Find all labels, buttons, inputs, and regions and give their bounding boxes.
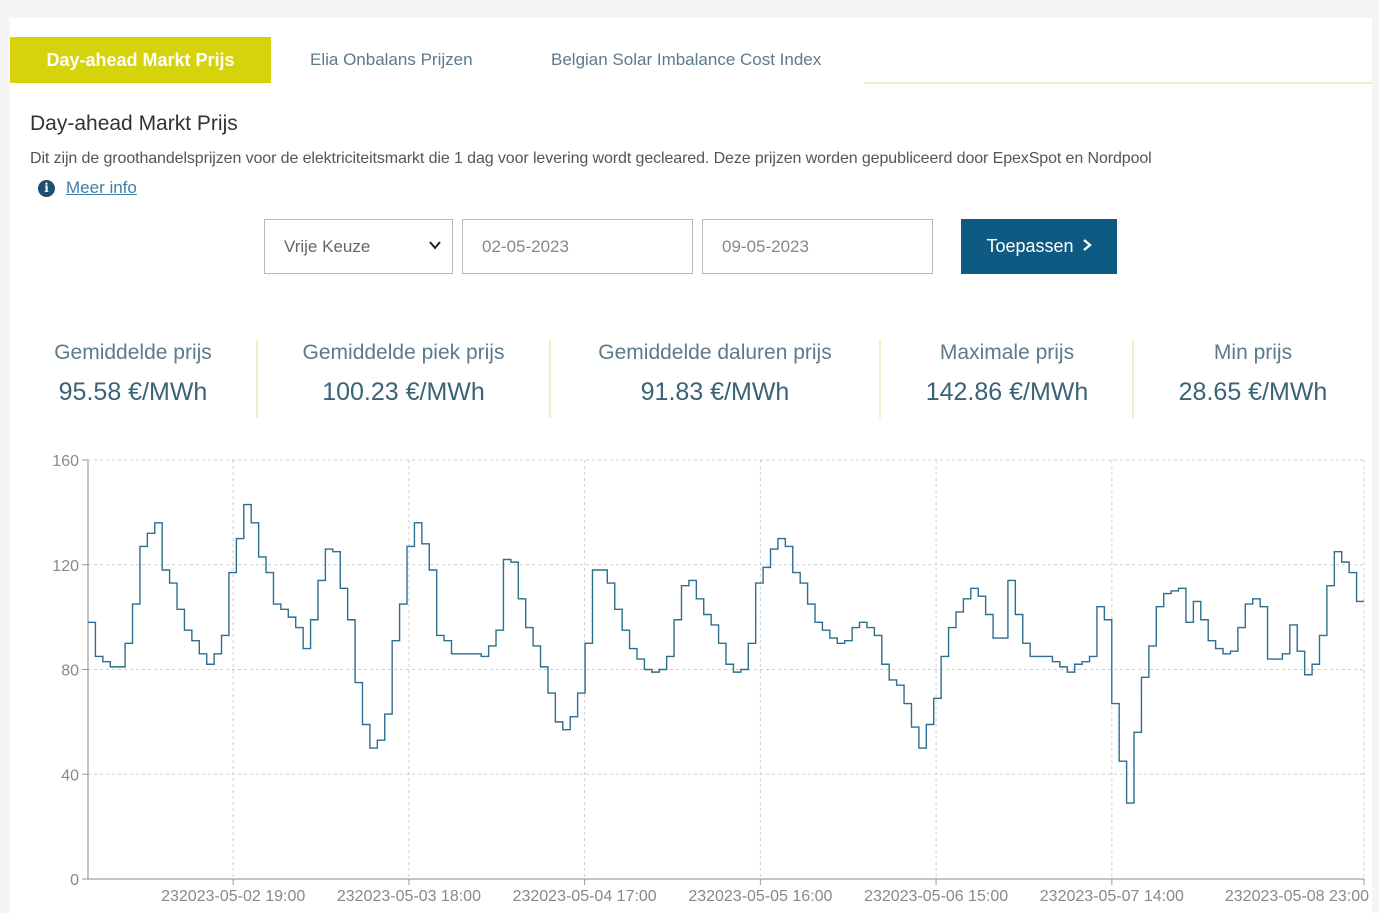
date-from-input[interactable]: 02-05-2023 (462, 219, 693, 274)
y-tick-label: 120 (52, 558, 79, 575)
stats-row: Gemiddelde prijs 95.58 €/MWh Gemiddelde … (10, 336, 1372, 418)
stat-divider (549, 340, 551, 418)
y-tick-label: 40 (61, 767, 79, 784)
tab-elia-onbalans[interactable]: Elia Onbalans Prijzen (310, 50, 473, 69)
stat-avg-peak-price: Gemiddelde piek prijs 100.23 €/MWh (258, 336, 549, 418)
more-info-link[interactable]: Meer info (66, 178, 137, 197)
chevron-right-icon (1082, 219, 1092, 274)
page-title: Day-ahead Markt Prijs (30, 112, 238, 135)
info-icon: i (38, 179, 55, 197)
page-description: Dit zijn de groothandelsprijzen voor de … (30, 150, 1152, 167)
y-tick-label: 0 (70, 872, 79, 889)
apply-button[interactable]: Toepassen (961, 219, 1117, 274)
x-tick-label: 232023-05-02 19:00 (161, 888, 305, 905)
tab-day-ahead[interactable]: Day-ahead Markt Prijs (10, 37, 271, 83)
tab-solar-imbalance[interactable]: Belgian Solar Imbalance Cost Index (551, 50, 822, 69)
stat-divider (879, 340, 881, 418)
stat-avg-price: Gemiddelde prijs 95.58 €/MWh (10, 336, 256, 418)
stat-value: 142.86 €/MWh (925, 378, 1089, 406)
x-tick-label: 232023-05-08 23:00 (1225, 888, 1369, 905)
tab-underline (864, 82, 1372, 84)
stat-divider (256, 340, 258, 418)
x-tick-label: 232023-05-04 17:00 (513, 888, 657, 905)
price-series-line (88, 503, 1364, 804)
y-tick-label: 80 (61, 663, 79, 680)
x-tick-label: 232023-05-03 18:00 (337, 888, 481, 905)
stat-label: Gemiddelde piek prijs (302, 341, 505, 364)
stat-avg-offpeak-price: Gemiddelde daluren prijs 91.83 €/MWh (551, 336, 879, 418)
x-tick-label: 232023-05-07 14:00 (1040, 888, 1184, 905)
stat-label: Gemiddelde prijs (54, 341, 212, 364)
apply-button-label: Toepassen (986, 236, 1074, 256)
stat-divider (1132, 340, 1134, 418)
period-select[interactable]: Vrije Keuze (264, 219, 453, 274)
stat-value: 95.58 €/MWh (58, 378, 208, 406)
x-tick-label: 232023-05-05 16:00 (688, 888, 832, 905)
content-card (10, 18, 1372, 913)
chevron-down-icon (429, 241, 441, 250)
stat-value: 91.83 €/MWh (640, 378, 790, 406)
tab-bar: Day-ahead Markt Prijs Elia Onbalans Prij… (10, 37, 1372, 84)
y-tick-label: 160 (52, 453, 79, 470)
x-tick-label: 232023-05-06 15:00 (864, 888, 1008, 905)
stat-value: 100.23 €/MWh (322, 378, 485, 406)
stat-label: Maximale prijs (939, 341, 1075, 364)
stat-max-price: Maximale prijs 142.86 €/MWh (881, 336, 1133, 418)
more-info-row: i Meer info (38, 177, 137, 199)
period-select-value: Vrije Keuze (284, 237, 371, 256)
stat-value: 28.65 €/MWh (1178, 378, 1328, 406)
stat-min-price: Min prijs 28.65 €/MWh (1134, 336, 1372, 418)
price-chart[interactable]: 0 40 80 120 160 232023-05-02 19:00 232023-05-0… (0, 440, 1379, 913)
stat-label: Min prijs (1213, 341, 1293, 364)
date-to-input[interactable]: 09-05-2023 (702, 219, 933, 274)
stat-label: Gemiddelde daluren prijs (598, 341, 832, 364)
